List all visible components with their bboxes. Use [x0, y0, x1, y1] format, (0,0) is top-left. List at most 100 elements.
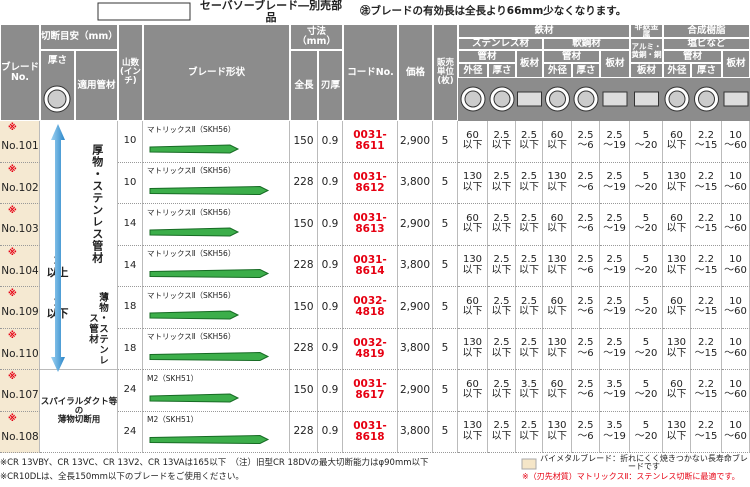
- thickness: 0.9: [318, 162, 343, 204]
- capacity: 130 以下: [543, 328, 572, 370]
- header-cell: コードNo.: [343, 24, 398, 121]
- unit: 5: [433, 204, 458, 246]
- capacity: 3.5 ～19: [600, 411, 630, 453]
- no-bg: [0, 121, 40, 163]
- capacity: 2.2 ～15: [691, 162, 722, 204]
- pipe-thick: 厚物・ステンレス管材: [90, 144, 104, 264]
- shape-cell: [143, 411, 290, 453]
- guide-area: [40, 121, 118, 370]
- spiral: スパイラルダクト等の 薄物切断用: [40, 397, 118, 425]
- code: 0031-8618: [343, 411, 398, 453]
- teeth: 24: [118, 411, 143, 453]
- footer-note: ※CR 13VBY、CR 13VC、CR 13V2、CR 13VAは165以下 …: [0, 457, 429, 468]
- code: 0031-8613: [343, 204, 398, 246]
- shape: M2（SKH51）: [147, 415, 199, 425]
- capacity: 2.2 ～15: [691, 245, 722, 287]
- banner-title: セーバソーブレード―別売部品: [199, 0, 343, 24]
- thickness: 0.9: [318, 121, 343, 163]
- capacity: 60 以下: [458, 204, 488, 246]
- header-cell: 厚さ: [488, 63, 516, 78]
- unit: 5: [433, 411, 458, 453]
- blade-shape: [149, 434, 270, 445]
- blade-shape: [149, 144, 240, 154]
- length: 150: [290, 204, 318, 246]
- length: 150: [290, 287, 318, 329]
- thickness: 0.9: [318, 328, 343, 370]
- price: 2,900: [398, 287, 433, 329]
- header-cell: 軟鋼材: [543, 38, 630, 50]
- shape: マトリックスⅡ（SKH56）: [147, 166, 236, 176]
- pipe-thin: 薄物・ステンレス管材: [87, 291, 108, 366]
- shape: マトリックスⅡ（SKH56）: [147, 207, 236, 217]
- header-cell: 板材: [516, 50, 543, 78]
- capacity: 130 以下: [663, 411, 691, 453]
- icon: [464, 90, 482, 108]
- header-cell: 厚さ: [572, 63, 600, 78]
- capacity: 130 以下: [458, 328, 488, 370]
- capacity: 2.5 以下: [516, 121, 543, 163]
- teeth: 24: [118, 370, 143, 412]
- price: 3,800: [398, 328, 433, 370]
- unit: 5: [433, 328, 458, 370]
- shape-cell: [143, 121, 290, 163]
- header-cell: 管材: [458, 50, 516, 63]
- teeth: 18: [118, 328, 143, 370]
- teeth: 14: [118, 204, 143, 246]
- capacity: 2.5 ～6: [572, 328, 600, 370]
- blade-no: No.103: [1, 223, 39, 236]
- header-cell: 価格: [398, 24, 433, 121]
- capacity: 130 以下: [543, 162, 572, 204]
- capacity: 5 ～20: [630, 370, 663, 412]
- mark: ※: [8, 123, 17, 134]
- mark: ※: [8, 330, 17, 341]
- mark: ※: [8, 413, 17, 424]
- shape-cell: [143, 162, 290, 204]
- icon: [698, 90, 715, 108]
- length: 228: [290, 411, 318, 453]
- capacity: 2.5 ～19: [600, 162, 630, 204]
- code: 0031-8614: [343, 245, 398, 287]
- thickness: 0.9: [318, 287, 343, 329]
- header-cell: 板材: [630, 63, 663, 78]
- mark: ※: [8, 247, 17, 258]
- icon: [602, 91, 628, 107]
- icon: [517, 91, 542, 107]
- mark: ※: [8, 289, 17, 300]
- capacity: 2.5 以下: [488, 370, 516, 412]
- capacity: 5 ～20: [630, 162, 663, 204]
- capacity: 2.5 ～6: [572, 287, 600, 329]
- mark: ※: [8, 206, 17, 217]
- capacity: 2.5 以下: [516, 245, 543, 287]
- shape-cell: [143, 245, 290, 287]
- no-bg: [0, 204, 40, 246]
- length: 228: [290, 162, 318, 204]
- capacity: 2.5 ～19: [600, 328, 630, 370]
- capacity: 2.5 ～6: [572, 411, 600, 453]
- length: 228: [290, 245, 318, 287]
- capacity: 60 以下: [663, 121, 691, 163]
- price: 3,800: [398, 162, 433, 204]
- capacity: 2.5 以下: [488, 204, 516, 246]
- capacity: 2.5 ～19: [600, 245, 630, 287]
- capacity: 130 以下: [458, 245, 488, 287]
- capacity: 60 以下: [458, 121, 488, 163]
- shape-cell: [143, 370, 290, 412]
- capacity: 130 以下: [663, 245, 691, 287]
- thickness: 0.9: [318, 204, 343, 246]
- blade-no: No.101: [1, 140, 39, 153]
- thickness: 0.9: [318, 370, 343, 412]
- price: 3,800: [398, 245, 433, 287]
- icon: [47, 89, 67, 109]
- icon: [723, 91, 749, 107]
- header-cell: 適用管材: [75, 50, 118, 121]
- header-cell: 切断目安（mm）: [40, 24, 118, 50]
- blade-shape: [149, 393, 240, 403]
- capacity: 2.5 以下: [516, 204, 543, 246]
- unit: 5: [433, 287, 458, 329]
- price: 2,900: [398, 121, 433, 163]
- unit: 5: [433, 121, 458, 163]
- capacity: 2.2 ～15: [691, 328, 722, 370]
- capacity: 2.2 ～15: [691, 411, 722, 453]
